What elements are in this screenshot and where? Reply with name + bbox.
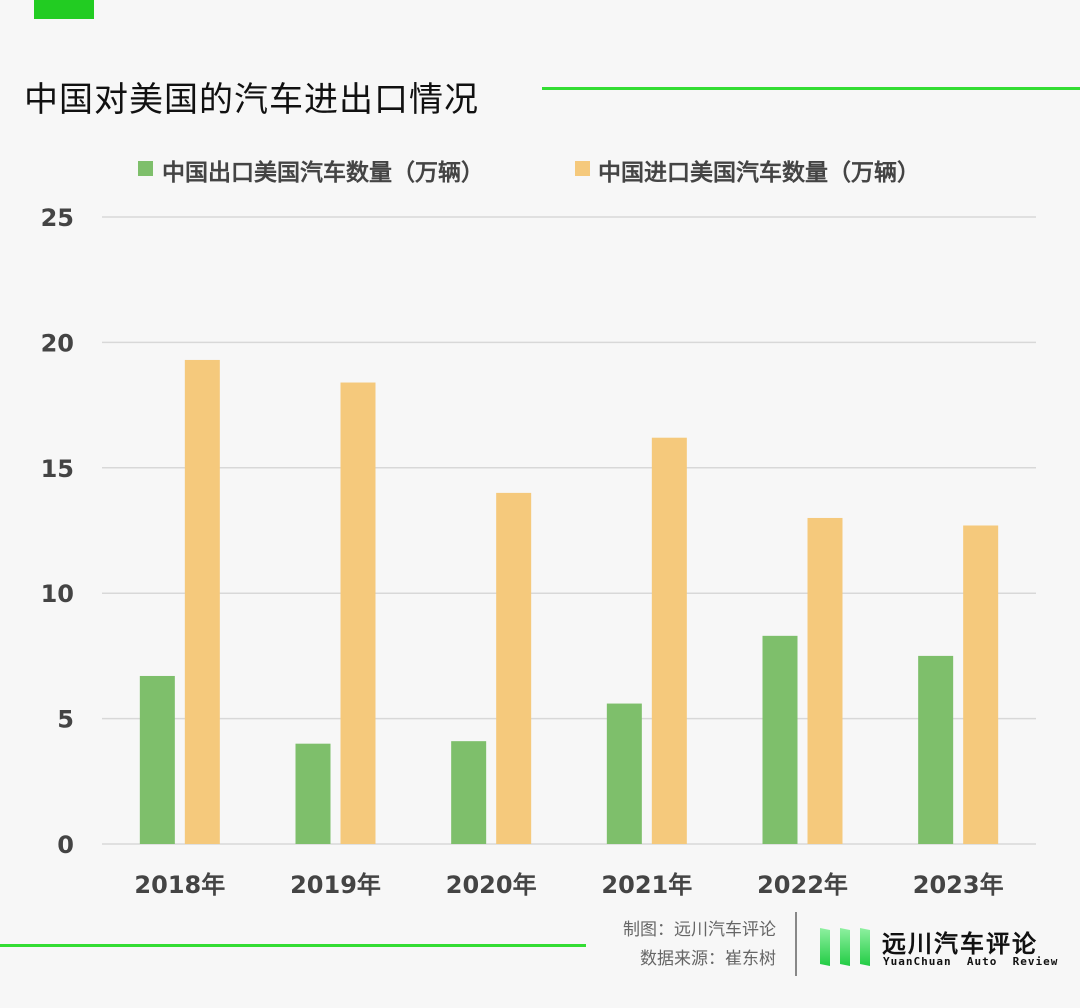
bars-logo-icon	[820, 928, 870, 966]
bars	[139, 359, 999, 844]
legend: 中国出口美国汽车数量（万辆） 中国进口美国汽车数量（万辆）	[138, 159, 920, 186]
top-accent-bar	[34, 0, 94, 19]
bar-import-2019年	[340, 382, 376, 844]
x-tick-label: 2021年	[601, 871, 692, 899]
bar-export-2020年	[451, 741, 487, 844]
y-tick-label: 5	[57, 706, 74, 734]
title-rule	[542, 87, 1080, 90]
y-tick-label: 25	[41, 204, 74, 232]
legend-swatch-import	[575, 161, 590, 176]
footer-rule	[0, 944, 586, 947]
logo-name-cn: 远川汽车评论	[882, 930, 1038, 958]
credit-source: 数据来源：崔东树	[640, 949, 776, 969]
bar-export-2021年	[606, 703, 642, 844]
y-tick-label: 10	[41, 580, 74, 608]
bar-import-2021年	[651, 437, 687, 844]
bar-chart: 中国出口美国汽车数量（万辆） 中国进口美国汽车数量（万辆） 0 5 10 15 20 25…	[41, 159, 1036, 899]
y-axis-ticks: 0 5 10 15 20 25	[41, 204, 74, 859]
x-tick-label: 2018年	[134, 871, 225, 899]
legend-swatch-export	[138, 161, 153, 176]
legend-label-export: 中国出口美国汽车数量（万辆）	[162, 159, 484, 186]
x-tick-label: 2020年	[446, 871, 537, 899]
credits: 制图：远川汽车评论 数据来源：崔东树	[623, 916, 776, 974]
bar-import-2022年	[807, 517, 843, 844]
bar-import-2018年	[184, 359, 220, 844]
y-tick-label: 20	[41, 329, 74, 357]
x-axis-ticks: 2018年 2019年 2020年 2021年 2022年 2023年	[134, 871, 1003, 899]
x-tick-label: 2019年	[290, 871, 381, 899]
y-tick-label: 15	[41, 455, 74, 483]
bar-import-2023年	[963, 525, 999, 844]
logo-name-en: YuanChuan Auto Review	[883, 955, 1059, 968]
x-tick-label: 2022年	[757, 871, 848, 899]
bar-export-2019年	[295, 743, 331, 844]
bar-export-2018年	[139, 675, 175, 844]
gridlines	[102, 216, 1036, 845]
bar-import-2020年	[496, 492, 532, 844]
legend-label-import: 中国进口美国汽车数量（万辆）	[598, 159, 920, 186]
bar-export-2023年	[918, 655, 954, 844]
credits-divider	[795, 912, 797, 976]
bar-export-2022年	[762, 635, 798, 844]
x-tick-label: 2023年	[913, 871, 1004, 899]
credit-maker: 制图：远川汽车评论	[623, 920, 776, 940]
chart-title: 中国对美国的汽车进出口情况	[24, 80, 479, 120]
y-tick-label: 0	[57, 831, 74, 859]
